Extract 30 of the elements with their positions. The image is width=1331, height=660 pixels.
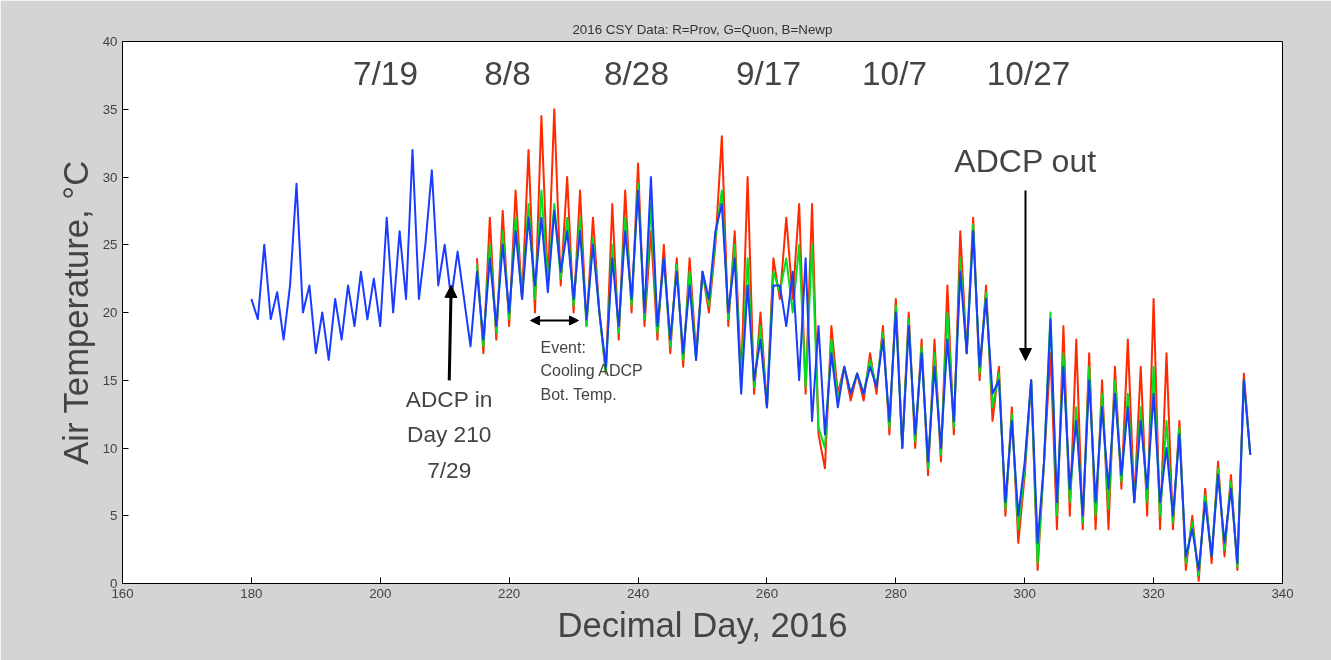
x-tick-label: 220: [498, 585, 521, 601]
annotation: 9/17: [736, 55, 801, 92]
y-axis-title: Air Temperature, °C: [56, 160, 95, 465]
y-tick-label: 25: [102, 237, 118, 253]
x-tick-label: 300: [1013, 585, 1036, 601]
y-tick-label: 10: [102, 440, 118, 456]
annotation: 10/7: [862, 55, 927, 92]
x-tick-label: 320: [1142, 585, 1165, 601]
x-tick-label: 240: [626, 585, 650, 601]
line-series: [250, 148, 1252, 571]
y-tick-label: 35: [102, 101, 118, 117]
y-tick-label: 20: [102, 305, 118, 320]
annotation: ADCP out: [954, 142, 1097, 179]
x-tick-label: 180: [240, 585, 263, 601]
annotation: 10/27: [986, 55, 1071, 92]
chart-title: 2016 CSY Data: R=Prov, G=Quon, B=Newp: [572, 21, 833, 37]
y-tick-label: 30: [102, 169, 118, 185]
y-tick-label: 40: [102, 34, 118, 49]
x-tick-label: 260: [755, 585, 779, 601]
annotation: 8/28: [604, 55, 669, 92]
annotation: 8/8: [484, 55, 531, 92]
annotation: 7/19: [353, 55, 418, 92]
x-tick-label: 200: [369, 585, 392, 601]
x-axis-title: Decimal Day, 2016: [557, 605, 848, 644]
y-tick-label: 5: [110, 508, 118, 524]
annotation: Event: Cooling ADCP Bot. Temp.: [540, 338, 643, 404]
annotation: ADCP in Day 210 7/29: [405, 386, 493, 483]
y-tick-label: 15: [102, 372, 118, 388]
x-tick-label: 280: [884, 585, 907, 601]
x-tick-label: 340: [1271, 585, 1294, 601]
